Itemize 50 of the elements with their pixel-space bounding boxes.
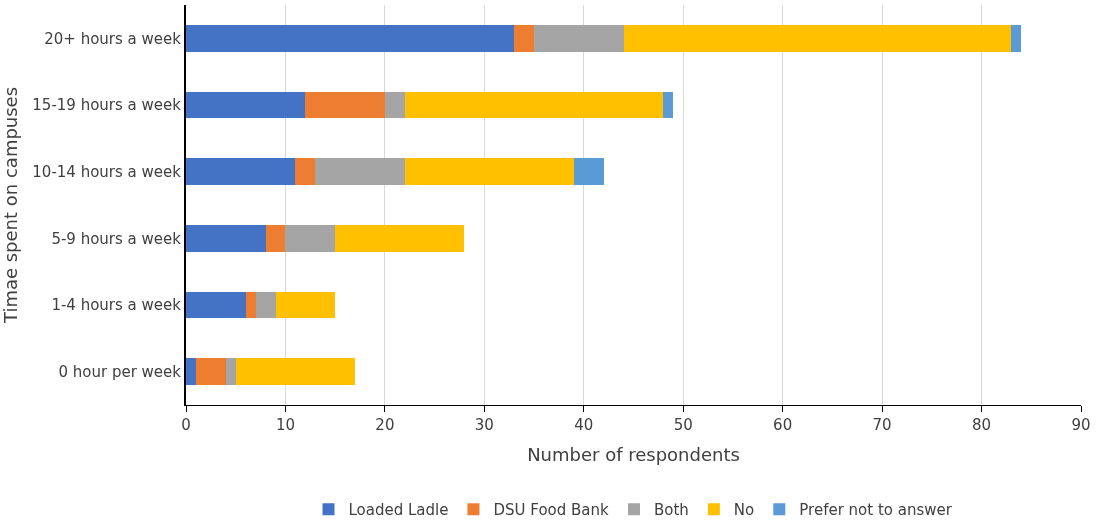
bar — [335, 225, 465, 252]
x-tick-label: 50 — [673, 416, 693, 434]
x-tick-label: 60 — [773, 416, 793, 434]
legend-label: Loaded Ladle — [348, 501, 449, 520]
bar — [404, 91, 664, 119]
bar — [623, 25, 1012, 52]
y-tick-label: 1-4 hours a week — [51, 296, 182, 315]
bar — [305, 91, 385, 119]
bar — [225, 358, 236, 385]
x-tick-label: 70 — [872, 416, 892, 434]
bar — [1011, 25, 1022, 52]
bar — [514, 25, 535, 52]
legend-label: No — [733, 501, 755, 520]
bar — [245, 291, 256, 319]
y-tick-label: 5-9 hours a week — [51, 229, 182, 248]
bar — [186, 225, 266, 252]
y-tick-label: 0 hour per week — [58, 362, 182, 381]
bar — [663, 91, 674, 119]
bar — [186, 358, 196, 385]
bar — [255, 291, 276, 319]
bar — [186, 291, 246, 319]
bar — [285, 225, 336, 252]
bar — [404, 158, 574, 185]
x-tick-label: 80 — [972, 416, 992, 434]
bar — [534, 25, 624, 52]
bar — [295, 158, 316, 185]
y-tick-label: 10-14 hours a week — [32, 162, 182, 181]
bar — [275, 291, 336, 319]
y-tick-label: 20+ hours a week — [44, 29, 182, 48]
bar — [195, 358, 226, 385]
bar — [186, 91, 306, 119]
legend-label: Prefer not to answer — [799, 501, 953, 520]
x-axis-title: Number of respondents — [527, 444, 740, 466]
x-tick-label: 10 — [275, 416, 295, 434]
bar — [235, 358, 356, 385]
bar — [186, 25, 515, 52]
x-tick-label: 0 — [181, 416, 191, 434]
bar — [186, 158, 296, 185]
legend-label: DSU Food Bank — [493, 501, 610, 520]
y-tick-label: 15-19 hours a week — [32, 96, 182, 115]
legend-label: Both — [654, 501, 689, 520]
x-tick-label: 90 — [1071, 416, 1091, 434]
x-tick-label: 20 — [375, 416, 395, 434]
x-tick-label: 40 — [574, 416, 594, 434]
y-axis-title: Timae spent on campuses — [0, 86, 21, 325]
bar — [315, 158, 405, 185]
x-tick-label: 30 — [474, 416, 494, 434]
bar — [573, 158, 604, 185]
bar — [265, 225, 286, 252]
bar — [384, 91, 405, 119]
